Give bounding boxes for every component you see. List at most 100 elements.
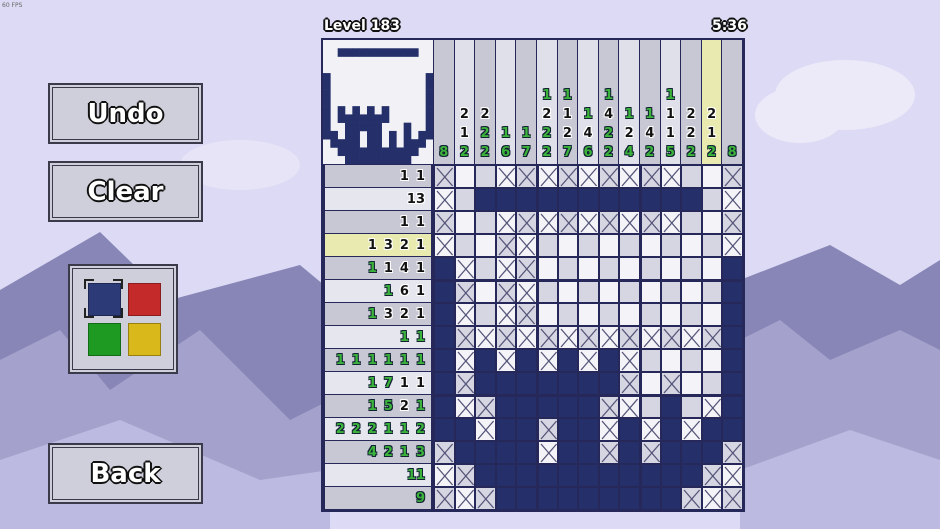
- crossed-cell[interactable]: [537, 349, 558, 372]
- filled-cell[interactable]: [454, 441, 476, 464]
- crossed-cell[interactable]: [454, 372, 476, 395]
- crossed-cell[interactable]: [475, 326, 496, 349]
- empty-cell[interactable]: [681, 303, 702, 326]
- empty-cell[interactable]: [660, 349, 682, 372]
- filled-cell[interactable]: [578, 464, 599, 487]
- filled-cell[interactable]: [475, 349, 496, 372]
- crossed-cell[interactable]: [495, 257, 517, 280]
- undo-button[interactable]: Undo: [48, 83, 203, 144]
- filled-cell[interactable]: [701, 418, 723, 441]
- crossed-cell[interactable]: [722, 464, 743, 487]
- crossed-cell[interactable]: [578, 211, 599, 234]
- crossed-cell[interactable]: [495, 280, 517, 303]
- crossed-cell[interactable]: [598, 395, 620, 418]
- empty-cell[interactable]: [598, 234, 620, 257]
- empty-cell[interactable]: [640, 280, 661, 303]
- filled-cell[interactable]: [722, 326, 743, 349]
- crossed-cell[interactable]: [640, 441, 661, 464]
- crossed-cell[interactable]: [701, 487, 723, 510]
- filled-cell[interactable]: [681, 441, 702, 464]
- crossed-cell[interactable]: [537, 211, 558, 234]
- filled-cell[interactable]: [660, 441, 682, 464]
- filled-cell[interactable]: [557, 372, 579, 395]
- crossed-cell[interactable]: [495, 165, 517, 188]
- crossed-cell[interactable]: [660, 326, 682, 349]
- crossed-cell[interactable]: [640, 326, 661, 349]
- filled-cell[interactable]: [640, 188, 661, 211]
- empty-cell[interactable]: [475, 257, 496, 280]
- filled-cell[interactable]: [557, 188, 579, 211]
- empty-cell[interactable]: [454, 211, 476, 234]
- crossed-cell[interactable]: [681, 326, 702, 349]
- filled-cell[interactable]: [434, 280, 455, 303]
- crossed-cell[interactable]: [619, 349, 640, 372]
- filled-cell[interactable]: [722, 280, 743, 303]
- crossed-cell[interactable]: [722, 441, 743, 464]
- crossed-cell[interactable]: [537, 165, 558, 188]
- empty-cell[interactable]: [640, 234, 661, 257]
- empty-cell[interactable]: [619, 280, 640, 303]
- filled-cell[interactable]: [434, 257, 455, 280]
- crossed-cell[interactable]: [454, 280, 476, 303]
- filled-cell[interactable]: [557, 349, 579, 372]
- empty-cell[interactable]: [681, 395, 702, 418]
- crossed-cell[interactable]: [434, 211, 455, 234]
- crossed-cell[interactable]: [495, 234, 517, 257]
- filled-cell[interactable]: [516, 188, 537, 211]
- empty-cell[interactable]: [681, 349, 702, 372]
- empty-cell[interactable]: [681, 257, 702, 280]
- empty-cell[interactable]: [557, 303, 579, 326]
- empty-cell[interactable]: [640, 395, 661, 418]
- empty-cell[interactable]: [454, 234, 476, 257]
- crossed-cell[interactable]: [434, 464, 455, 487]
- filled-cell[interactable]: [619, 487, 640, 510]
- filled-cell[interactable]: [537, 487, 558, 510]
- empty-cell[interactable]: [640, 303, 661, 326]
- crossed-cell[interactable]: [557, 326, 579, 349]
- empty-cell[interactable]: [701, 234, 723, 257]
- filled-cell[interactable]: [578, 441, 599, 464]
- empty-cell[interactable]: [701, 257, 723, 280]
- empty-cell[interactable]: [557, 234, 579, 257]
- empty-cell[interactable]: [681, 165, 702, 188]
- filled-cell[interactable]: [516, 441, 537, 464]
- crossed-cell[interactable]: [598, 441, 620, 464]
- crossed-cell[interactable]: [537, 326, 558, 349]
- crossed-cell[interactable]: [598, 326, 620, 349]
- crossed-cell[interactable]: [681, 487, 702, 510]
- empty-cell[interactable]: [537, 257, 558, 280]
- filled-cell[interactable]: [495, 395, 517, 418]
- filled-cell[interactable]: [722, 418, 743, 441]
- color-swatch-green[interactable]: [88, 323, 121, 356]
- empty-cell[interactable]: [640, 372, 661, 395]
- filled-cell[interactable]: [495, 372, 517, 395]
- crossed-cell[interactable]: [578, 165, 599, 188]
- crossed-cell[interactable]: [660, 372, 682, 395]
- crossed-cell[interactable]: [454, 257, 476, 280]
- crossed-cell[interactable]: [495, 211, 517, 234]
- filled-cell[interactable]: [598, 188, 620, 211]
- filled-cell[interactable]: [722, 257, 743, 280]
- empty-cell[interactable]: [475, 303, 496, 326]
- filled-cell[interactable]: [578, 487, 599, 510]
- filled-cell[interactable]: [619, 188, 640, 211]
- crossed-cell[interactable]: [434, 165, 455, 188]
- empty-cell[interactable]: [454, 188, 476, 211]
- crossed-cell[interactable]: [722, 188, 743, 211]
- empty-cell[interactable]: [557, 257, 579, 280]
- empty-cell[interactable]: [681, 372, 702, 395]
- crossed-cell[interactable]: [495, 303, 517, 326]
- filled-cell[interactable]: [475, 464, 496, 487]
- empty-cell[interactable]: [454, 165, 476, 188]
- empty-cell[interactable]: [578, 257, 599, 280]
- crossed-cell[interactable]: [516, 280, 537, 303]
- empty-cell[interactable]: [701, 372, 723, 395]
- crossed-cell[interactable]: [557, 165, 579, 188]
- filled-cell[interactable]: [619, 441, 640, 464]
- empty-cell[interactable]: [475, 165, 496, 188]
- crossed-cell[interactable]: [475, 395, 496, 418]
- empty-cell[interactable]: [701, 211, 723, 234]
- filled-cell[interactable]: [516, 349, 537, 372]
- filled-cell[interactable]: [701, 441, 723, 464]
- filled-cell[interactable]: [660, 395, 682, 418]
